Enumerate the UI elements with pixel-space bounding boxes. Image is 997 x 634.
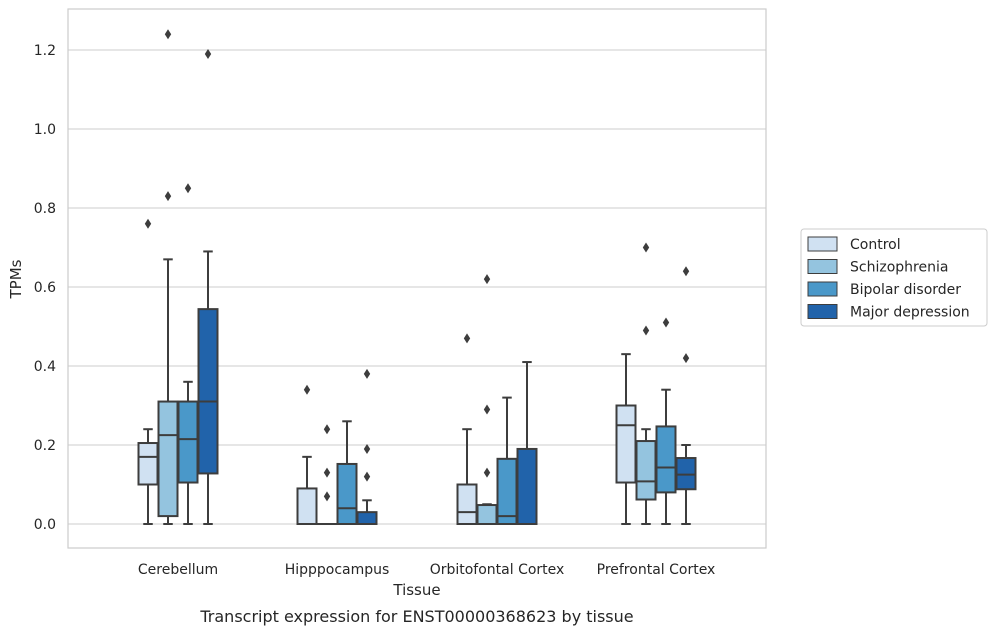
box-body <box>137 442 159 486</box>
box-2-2 <box>496 396 518 526</box>
box-0-0 <box>137 218 159 525</box>
outlier-point <box>363 368 371 379</box>
box-body <box>157 400 179 518</box>
box-body <box>496 457 518 526</box>
outlier-point <box>483 404 491 415</box>
box-3-1 <box>356 368 378 526</box>
box-body <box>615 404 637 484</box>
outlier-point <box>363 443 371 454</box>
outlier-point <box>642 242 650 253</box>
outlier-point <box>164 191 172 202</box>
x-tick-label: Hipppocampus <box>285 562 390 578</box>
legend-swatch <box>807 259 838 274</box>
legend-label: Schizophrenia <box>850 260 948 276</box>
chart-caption: Transcript expression for ENST0000036862… <box>199 607 633 626</box>
box-0-3 <box>615 353 637 525</box>
outlier-point <box>184 183 192 194</box>
box-1-2 <box>476 274 498 526</box>
box-2-0 <box>177 183 199 525</box>
outlier-point <box>463 333 471 344</box>
box-0-2 <box>456 333 478 525</box>
box-2-1 <box>336 420 358 525</box>
y-tick-label: 1.0 <box>34 122 56 138</box>
box-0-1 <box>296 384 318 526</box>
y-tick-label: 1.2 <box>34 43 56 59</box>
outlier-point <box>662 317 670 328</box>
outlier-point <box>682 353 690 364</box>
legend-swatch <box>807 304 838 319</box>
x-tick-label: Cerebellum <box>138 562 218 578</box>
legend-swatch <box>807 236 838 252</box>
outlier-point <box>323 424 331 435</box>
box-body <box>356 511 378 526</box>
y-tick-label: 0.6 <box>34 280 56 296</box>
box-1-3 <box>635 242 657 525</box>
box-2-3 <box>655 317 677 525</box>
x-tick-label: Orbitofontal Cortex <box>430 562 565 578</box>
y-tick-label: 0.8 <box>34 201 56 217</box>
outlier-point <box>363 471 371 482</box>
y-tick-label: 0.4 <box>34 359 56 375</box>
legend-label: Control <box>850 237 901 253</box>
box-body <box>456 483 478 525</box>
box-body <box>177 400 199 484</box>
x-tick-labels: Cerebellum Hipppocampus Orbitofontal Corte… <box>138 562 715 578</box>
outlier-point <box>204 48 212 59</box>
legend-frame <box>800 228 988 327</box>
box-body <box>635 440 657 501</box>
x-tick-label: Prefrontal Cortex <box>597 562 716 578</box>
y-tick-label: 0.0 <box>34 517 56 533</box>
y-axis-label: TPMs <box>7 259 25 299</box>
x-axis-label: Tissue <box>392 581 440 599</box>
box-3-3 <box>675 266 697 525</box>
y-tick-label: 0.2 <box>34 438 56 454</box>
box-body <box>655 425 677 494</box>
boxes-layer <box>137 29 697 526</box>
outlier-point <box>483 467 491 478</box>
box-body <box>336 462 358 525</box>
box-1-1 <box>316 424 338 526</box>
legend: Control Schizophrenia Bipolar disorder Majo… <box>800 228 988 327</box>
box-body <box>476 504 498 526</box>
box-1-0 <box>157 29 179 525</box>
legend-item: Major depression <box>807 304 970 321</box>
legend-label: Bipolar disorder <box>850 282 961 298</box>
outlier-point <box>323 467 331 478</box>
outlier-point <box>303 384 311 395</box>
outlier-point <box>483 274 491 285</box>
legend-item: Bipolar disorder <box>807 281 961 298</box>
box-body <box>516 447 538 526</box>
legend-item: Control <box>807 236 901 253</box>
box-3-0 <box>197 48 219 525</box>
box-body <box>296 487 318 526</box>
outlier-point <box>323 491 331 502</box>
outlier-point <box>164 29 172 40</box>
outlier-point <box>682 266 690 277</box>
legend-item: Schizophrenia <box>807 259 948 276</box>
box-3-2 <box>516 361 538 526</box>
y-tick-labels: 0.0 0.2 0.4 0.6 0.8 1.0 1.2 <box>34 43 56 533</box>
plot-frame <box>67 8 767 549</box>
box-body <box>197 308 219 475</box>
outlier-point <box>144 218 152 229</box>
outlier-point <box>642 325 650 336</box>
legend-label: Major depression <box>850 305 970 321</box>
legend-swatch <box>807 281 838 297</box>
